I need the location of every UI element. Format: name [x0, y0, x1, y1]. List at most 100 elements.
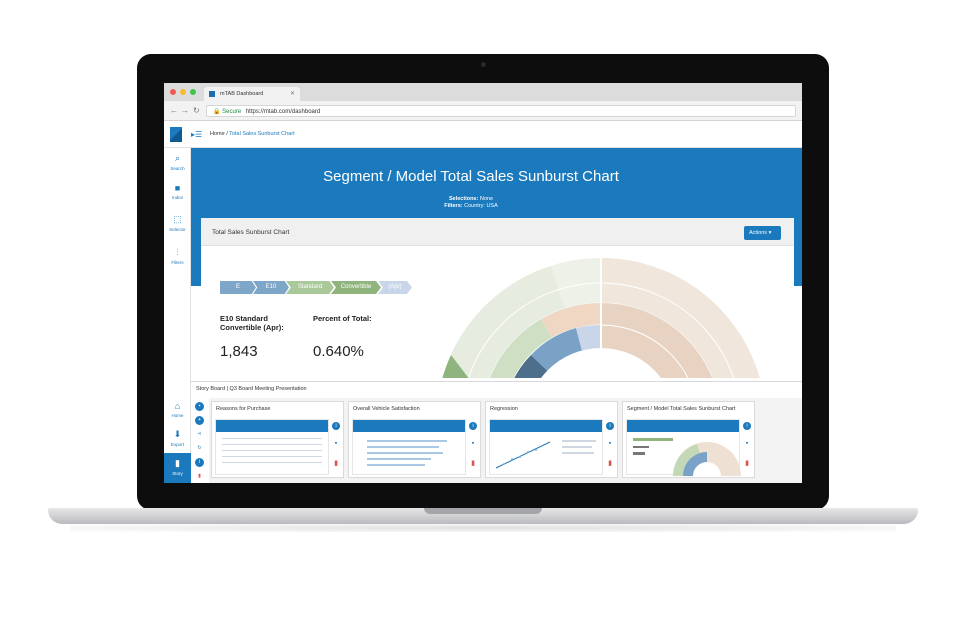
camera	[481, 62, 486, 67]
refresh-icon[interactable]: ↻	[197, 445, 202, 451]
laptop-shadow	[70, 524, 896, 532]
sidebar-item-index[interactable]: ■ Index	[164, 183, 191, 200]
thumbnail-text	[562, 440, 596, 442]
slide-thumbnail	[215, 419, 329, 475]
selections-label: Selections:	[448, 196, 479, 202]
slide-thumbnail	[489, 419, 603, 475]
filters-value: Country: USA	[464, 203, 498, 209]
trash-icon[interactable]: ▮	[471, 460, 475, 467]
filters-label: Filters:	[444, 203, 463, 209]
share-icon[interactable]: ⋖	[197, 431, 202, 437]
sidebar: ⌕ Search ■ Index ⬚ Selector ⫶ Filters ⌂ …	[164, 148, 191, 483]
slide-card[interactable]: Reasons for Purchase i ▪ ▮	[211, 401, 344, 478]
thumbnail-bar	[367, 446, 439, 448]
add-icon[interactable]: +	[195, 416, 204, 425]
slide-card[interactable]: Segment / Model Total Sales Sunburst Cha…	[622, 401, 755, 478]
path-chip-body[interactable]: Convertible	[331, 281, 381, 294]
selections-line: Selections: None	[191, 196, 751, 202]
thumbnail-line	[222, 462, 322, 463]
maximize-window-button[interactable]	[190, 89, 196, 95]
thumbnail-text	[633, 446, 649, 448]
slide-thumbnail	[626, 419, 741, 476]
minimize-window-button[interactable]	[180, 89, 186, 95]
metric-sales-label-line2: Convertible (Apr):	[220, 323, 284, 332]
info-icon[interactable]: i	[743, 422, 751, 430]
url-input[interactable]: 🔒 Secure https://mtab.com/dashboard	[206, 105, 796, 117]
close-tab-icon[interactable]: ✕	[289, 91, 295, 97]
sidebar-item-story[interactable]: ▮ Story	[164, 453, 191, 483]
story-board-label: Story Board	[196, 386, 226, 392]
sidebar-item-export[interactable]: ⬇ Export	[164, 429, 191, 447]
back-icon[interactable]: ←	[170, 106, 178, 115]
metric-percent-label: Percent of Total:	[313, 314, 372, 323]
slide-card[interactable]: Regression i	[485, 401, 618, 478]
info-icon[interactable]: i	[332, 422, 340, 430]
thumbnail-header	[627, 420, 739, 432]
url-text: https://mtab.com/dashboard	[245, 109, 321, 115]
breadcrumb-home[interactable]: Home	[210, 131, 225, 137]
thumbnail-bar	[367, 458, 431, 460]
thumbnail-sunburst	[633, 438, 741, 476]
caret-down-icon: ▾	[768, 230, 772, 236]
thumbnail-line	[222, 438, 322, 439]
info-icon[interactable]: i	[195, 458, 204, 467]
metric-sales-label: E10 Standard Convertible (Apr):	[220, 314, 284, 332]
reload-icon[interactable]: ↻	[193, 106, 200, 115]
lock-icon: 🔒	[213, 109, 221, 115]
slide-title: Segment / Model Total Sales Sunburst Cha…	[627, 406, 736, 412]
sidebar-item-home[interactable]: ⌂ Home	[164, 401, 191, 418]
breadcrumb-current[interactable]: Total Sales Sunburst Chart	[229, 131, 295, 137]
info-icon[interactable]: i	[469, 422, 477, 430]
secure-label: Secure	[222, 109, 242, 115]
comment-icon[interactable]: ▪	[334, 440, 338, 447]
thumbnail-bar	[367, 464, 425, 466]
menu-icon[interactable]: ▸☰	[191, 130, 203, 139]
browser-tab-bar: mTAB Dashboard ✕	[164, 83, 802, 101]
sidebar-item-label: Index	[171, 195, 183, 200]
thumbnail-header	[490, 420, 602, 432]
page-title: Segment / Model Total Sales Sunburst Cha…	[323, 168, 619, 185]
breadcrumb: Home / Total Sales Sunburst Chart	[210, 131, 295, 137]
story-separator: |	[226, 386, 229, 392]
actions-button[interactable]: Actions ▾	[744, 226, 781, 240]
info-icon[interactable]: i	[606, 422, 614, 430]
trash-icon[interactable]: ▮	[608, 460, 612, 467]
add-slide-icon[interactable]: ▪	[195, 402, 204, 411]
presentation-name[interactable]: Q3 Board Meeting Presentation	[229, 386, 307, 392]
book-icon: ▮	[175, 458, 180, 468]
home-icon: ⌂	[174, 401, 181, 411]
app-header: ▸☰ Home / Total Sales Sunburst Chart	[164, 121, 802, 148]
address-bar-row: ← → ↻ 🔒 Secure https://mtab.com/dashboar…	[164, 101, 802, 121]
trash-icon[interactable]: ▮	[745, 460, 749, 467]
sidebar-item-filters[interactable]: ⫶ Filters	[164, 247, 191, 265]
thumbnail-text	[562, 452, 594, 454]
screen: mTAB Dashboard ✕ ← → ↻ 🔒 Secure https://…	[164, 83, 802, 483]
trash-icon[interactable]: ▮	[198, 473, 201, 479]
sunburst-center	[541, 348, 661, 378]
story-tools: ▪ + ⋖ ↻ i ▮	[191, 398, 209, 483]
path-chip-trim[interactable]: Standard	[286, 281, 334, 294]
sidebar-item-label: Story	[172, 471, 183, 476]
close-window-button[interactable]	[170, 89, 176, 95]
comment-icon[interactable]: ▪	[471, 440, 475, 447]
slide-title: Regression	[490, 406, 518, 412]
path-chip-segment[interactable]: E	[220, 281, 256, 294]
sunburst-chart[interactable]	[431, 258, 794, 378]
browser-tab[interactable]: mTAB Dashboard ✕	[204, 87, 300, 101]
thumbnail-point	[535, 449, 537, 451]
metric-sales-label-line1: E10 Standard	[220, 314, 268, 323]
slide-card[interactable]: Overall Vehicle Satisfaction i ▪ ▮	[348, 401, 481, 478]
sidebar-item-search[interactable]: ⌕ Search	[164, 153, 191, 171]
trash-icon[interactable]: ▮	[334, 460, 338, 467]
thumbnail-header	[353, 420, 465, 432]
mtab-logo-icon[interactable]	[170, 127, 182, 142]
path-chip-month[interactable]: (Apr)	[378, 281, 412, 294]
comment-icon[interactable]: ▪	[608, 440, 612, 447]
metric-percent-value: 0.640%	[313, 343, 364, 360]
thumbnail-point	[527, 451, 529, 453]
folder-icon: ■	[174, 183, 181, 193]
sidebar-item-selector[interactable]: ⬚ Selector	[164, 214, 191, 232]
forward-icon[interactable]: →	[181, 106, 189, 115]
comment-icon[interactable]: ▪	[745, 440, 749, 447]
path-chip-model[interactable]: E10	[253, 281, 289, 294]
